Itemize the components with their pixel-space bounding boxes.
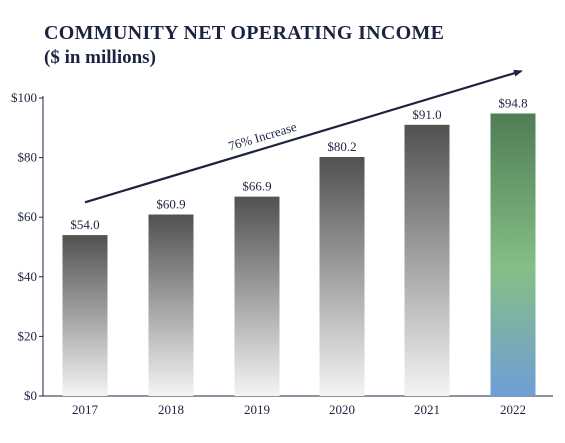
data-label-2022: $94.8 (498, 95, 527, 110)
y-tick-label: $60 (18, 209, 38, 224)
bar-2018 (148, 214, 194, 396)
x-tick-label-2020: 2020 (329, 402, 355, 417)
y-tick-label: $80 (18, 150, 38, 165)
y-tick-label: $40 (18, 269, 38, 284)
bar-2020 (319, 157, 365, 396)
bar-2019 (234, 196, 280, 396)
data-label-2017: $54.0 (70, 217, 99, 232)
chart-title: COMMUNITY NET OPERATING INCOME (44, 22, 445, 44)
x-tick-label-2017: 2017 (72, 402, 99, 417)
data-label-2019: $66.9 (242, 179, 271, 194)
y-tick-label: $0 (24, 388, 37, 403)
x-tick-label-2021: 2021 (414, 402, 440, 417)
data-label-2018: $60.9 (156, 197, 185, 212)
x-tick-label-2022: 2022 (500, 402, 526, 417)
bar-2022 (490, 113, 536, 396)
x-tick-label-2018: 2018 (158, 402, 184, 417)
data-label-2020: $80.2 (327, 139, 356, 154)
bar-2021 (404, 124, 450, 396)
increase-arrow (84, 69, 523, 204)
y-tick-label: $20 (18, 328, 38, 343)
data-label-2021: $91.0 (412, 107, 441, 122)
chart-subtitle: ($ in millions) (44, 47, 156, 68)
y-tick-label: $100 (11, 90, 37, 105)
bar-2017 (62, 235, 108, 396)
x-tick-label-2019: 2019 (244, 402, 270, 417)
